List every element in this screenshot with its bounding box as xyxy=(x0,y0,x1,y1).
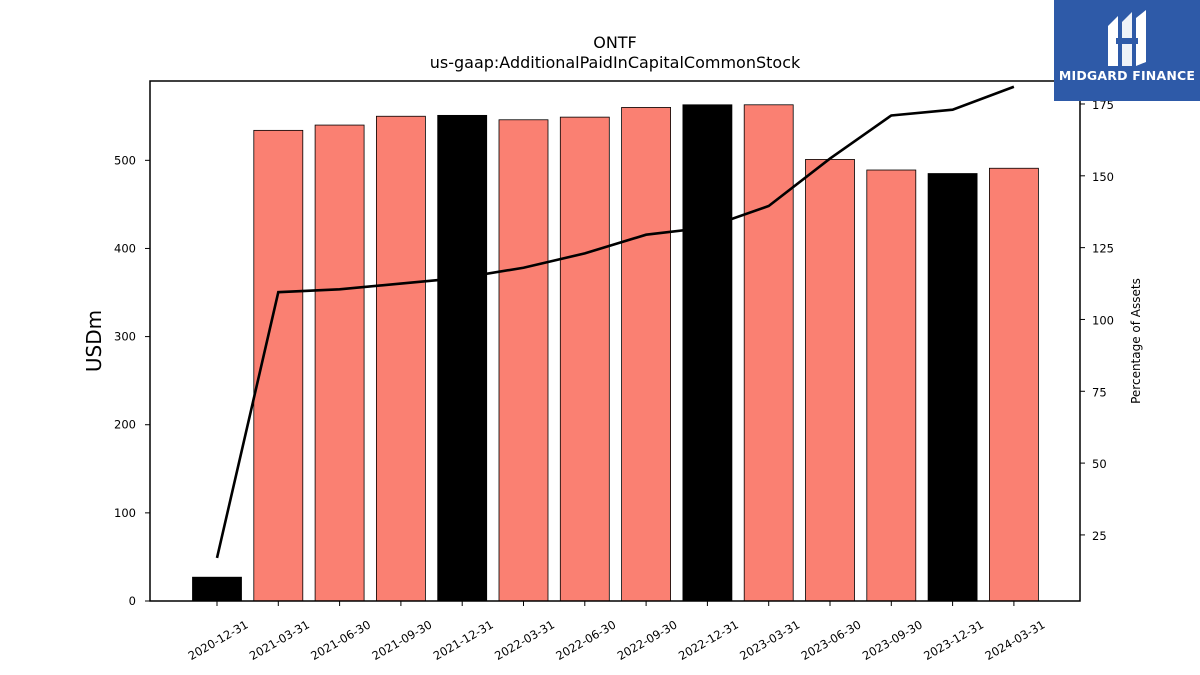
x-tick-label: 2020-12-31 xyxy=(186,617,251,663)
y-tick-label: 100 xyxy=(114,506,136,520)
y-tick-label: 400 xyxy=(114,241,136,255)
x-tick-label: 2021-09-30 xyxy=(370,617,435,663)
line-group xyxy=(215,85,1015,559)
bar-2022-12-31 xyxy=(682,104,733,602)
x-tick-label: 2021-03-31 xyxy=(247,617,312,663)
bar-2023-06-30 xyxy=(805,159,855,602)
bar-2023-12-31 xyxy=(927,173,978,602)
x-tick-label: 2022-12-31 xyxy=(676,617,741,663)
x-axis: 2020-12-312021-03-312021-06-302021-09-30… xyxy=(186,601,1048,663)
y-axis-right: 25 50 75 100 125 150 175 xyxy=(1080,98,1114,543)
x-tick-label: 2021-12-31 xyxy=(431,617,496,663)
x-tick-label: 2023-03-31 xyxy=(737,617,802,663)
y2-tick-label: 25 xyxy=(1092,529,1107,543)
chart-title: ONTF xyxy=(593,33,637,52)
y2-tick-label: 75 xyxy=(1092,385,1107,399)
x-tick-label: 2022-06-30 xyxy=(553,617,618,663)
logo-text: MIDGARD FINANCE xyxy=(1058,68,1196,83)
bar-2021-12-31 xyxy=(437,114,488,602)
y2-axis-label: Percentage of Assets xyxy=(1129,278,1143,404)
x-tick-label: 2023-06-30 xyxy=(799,617,864,663)
y2-tick-label: 100 xyxy=(1092,313,1114,327)
y2-tick-label: 50 xyxy=(1092,457,1107,471)
x-tick-label: 2022-09-30 xyxy=(615,617,680,663)
plot-frame xyxy=(149,80,1081,602)
bar-2022-03-31 xyxy=(498,119,549,602)
bars-group xyxy=(192,104,1039,602)
logo-mark-icon xyxy=(1108,10,1146,66)
x-tick-label: 2021-06-30 xyxy=(308,617,373,663)
bar-2023-09-30 xyxy=(866,169,917,602)
y-tick-label: 500 xyxy=(114,153,136,167)
x-tick-label: 2023-12-31 xyxy=(921,617,986,663)
y-axis-label: USDm xyxy=(82,310,106,372)
bar-2021-09-30 xyxy=(375,115,426,602)
y-tick-label: 300 xyxy=(114,330,136,344)
y-tick-label: 200 xyxy=(114,418,136,432)
bar-2021-06-30 xyxy=(314,124,365,602)
logo: MIDGARD FINANCE xyxy=(1054,0,1200,101)
y2-tick-label: 125 xyxy=(1092,242,1114,256)
y-tick-label: 0 xyxy=(129,594,136,608)
y2-tick-label: 150 xyxy=(1092,170,1114,184)
percentage-line xyxy=(215,85,1015,559)
x-tick-label: 2024-03-31 xyxy=(983,617,1048,663)
bar-2022-06-30 xyxy=(559,116,610,602)
x-tick-label: 2022-03-31 xyxy=(492,617,557,663)
chart-subtitle: us-gaap:AdditionalPaidInCapitalCommonSto… xyxy=(430,53,801,72)
bar-2024-03-31 xyxy=(989,167,1039,602)
bar-2023-03-31 xyxy=(743,104,794,602)
x-tick-label: 2023-09-30 xyxy=(860,617,925,663)
bar-2020-12-31 xyxy=(192,576,242,602)
y-axis-left: 0 100 200 300 400 500 xyxy=(114,153,150,608)
y2-tick-label: 175 xyxy=(1092,98,1114,112)
bar-2022-09-30 xyxy=(621,107,671,602)
